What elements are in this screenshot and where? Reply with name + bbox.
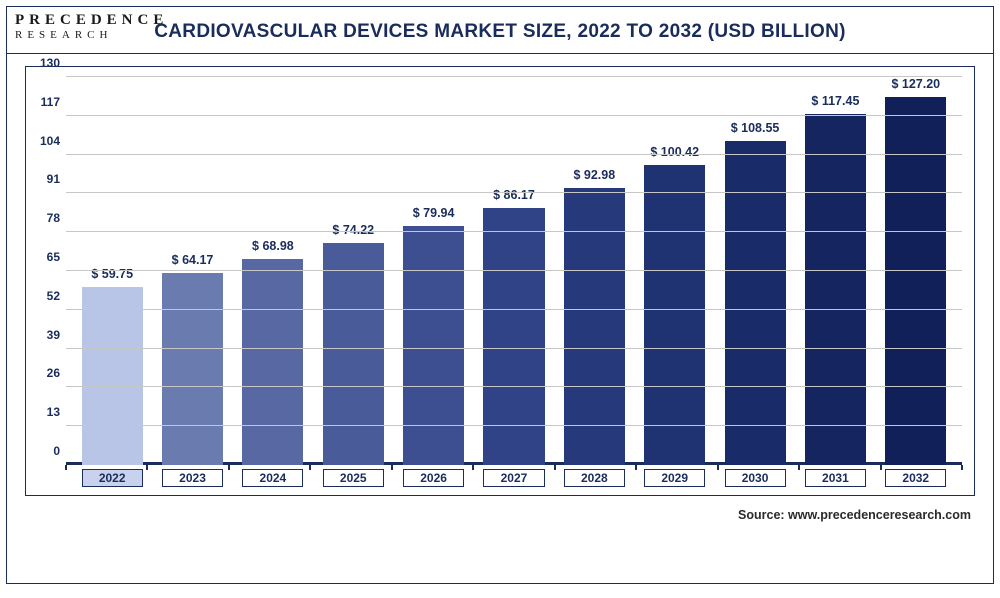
bar (885, 97, 946, 465)
grid-line (66, 386, 962, 387)
grid-line (66, 154, 962, 155)
x-tick-label: 2025 (323, 469, 384, 487)
bar (242, 259, 303, 465)
bar (403, 226, 464, 465)
chart-frame: PRECEDENCE RESEARCH CARDIOVASCULAR DEVIC… (6, 6, 994, 584)
x-tick-label: 2031 (805, 469, 866, 487)
x-tick-label: 2030 (725, 469, 786, 487)
bar (805, 114, 866, 465)
x-tick-label: 2029 (644, 469, 705, 487)
x-tick: 2028 (554, 469, 634, 489)
y-tick-label: 26 (47, 366, 66, 380)
bar-slot: $ 108.55 (715, 77, 795, 465)
bar-value-label: $ 79.94 (413, 206, 455, 220)
bar-value-label: $ 92.98 (573, 168, 615, 182)
x-tick: 2031 (795, 469, 875, 489)
bar-slot: $ 74.22 (313, 77, 393, 465)
source-attribution: Source: www.precedenceresearch.com (7, 500, 993, 522)
bar-value-label: $ 127.20 (891, 77, 940, 91)
bar-slot: $ 92.98 (554, 77, 634, 465)
y-tick-label: 13 (47, 405, 66, 419)
bar (483, 208, 544, 465)
bar-value-label: $ 86.17 (493, 188, 535, 202)
grid-line (66, 76, 962, 77)
brand-logo: PRECEDENCE RESEARCH (15, 13, 168, 41)
bar-value-label: $ 59.75 (91, 267, 133, 281)
x-tick: 2029 (635, 469, 715, 489)
grid-line (66, 231, 962, 232)
bar-value-label: $ 68.98 (252, 239, 294, 253)
bar-value-label: $ 100.42 (650, 145, 699, 159)
x-tick: 2026 (393, 469, 473, 489)
bar-value-label: $ 64.17 (172, 253, 214, 267)
x-tick-label: 2023 (162, 469, 223, 487)
bar (644, 165, 705, 465)
x-tick: 2024 (233, 469, 313, 489)
grid-line (66, 425, 962, 426)
bar-slot: $ 117.45 (795, 77, 875, 465)
bar-slot: $ 86.17 (474, 77, 554, 465)
y-tick-label: 65 (47, 250, 66, 264)
y-tick-label: 52 (47, 289, 66, 303)
x-tick: 2022 (72, 469, 152, 489)
bar-slot: $ 64.17 (152, 77, 232, 465)
grid-line (66, 115, 962, 116)
x-tick: 2025 (313, 469, 393, 489)
grid-line (66, 192, 962, 193)
bar-slot: $ 59.75 (72, 77, 152, 465)
logo-line2: RESEARCH (15, 29, 168, 41)
x-tick: 2030 (715, 469, 795, 489)
grid-line (66, 348, 962, 349)
bar (323, 243, 384, 465)
grid-line (66, 270, 962, 271)
y-tick-label: 78 (47, 211, 66, 225)
y-tick-label: 104 (40, 134, 66, 148)
x-tick-label: 2027 (483, 469, 544, 487)
y-tick-label: 91 (47, 172, 66, 186)
bar-value-label: $ 117.45 (811, 94, 859, 108)
bar-slot: $ 79.94 (393, 77, 473, 465)
x-tick: 2023 (152, 469, 232, 489)
bars-group: $ 59.75 $ 64.17 $ 68.98 $ 74.22 $ 79.94 $ 86.… (66, 77, 962, 465)
x-axis: 2022 2023 2024 2025 2026 2027 2028 2029 2030 2031… (66, 469, 962, 489)
x-tick-label: 2032 (885, 469, 946, 487)
x-tick-label: 2026 (403, 469, 464, 487)
y-tick-label: 0 (53, 444, 66, 458)
x-tick-label: 2022 (82, 469, 143, 487)
x-tick: 2027 (474, 469, 554, 489)
bar (564, 188, 625, 466)
y-tick-label: 130 (40, 56, 66, 70)
bar-slot: $ 100.42 (635, 77, 715, 465)
plot-area: $ 59.75 $ 64.17 $ 68.98 $ 74.22 $ 79.94 $ 86.… (25, 66, 975, 496)
bar (725, 141, 786, 465)
bar (162, 273, 223, 465)
grid-line (66, 309, 962, 310)
plot-container: $ 59.75 $ 64.17 $ 68.98 $ 74.22 $ 79.94 $ 86.… (25, 66, 975, 496)
bar-value-label: $ 108.55 (731, 121, 780, 135)
logo-line1: PRECEDENCE (15, 13, 168, 29)
x-tick-label: 2028 (564, 469, 625, 487)
y-tick-label: 39 (47, 328, 66, 342)
bar-slot: $ 127.20 (876, 77, 956, 465)
bar (82, 287, 143, 465)
bar-slot: $ 68.98 (233, 77, 313, 465)
x-tick-label: 2024 (242, 469, 303, 487)
y-tick-label: 117 (41, 95, 66, 109)
x-tick: 2032 (876, 469, 956, 489)
chart-area: $ 59.75 $ 64.17 $ 68.98 $ 74.22 $ 79.94 $ 86.… (66, 77, 962, 465)
